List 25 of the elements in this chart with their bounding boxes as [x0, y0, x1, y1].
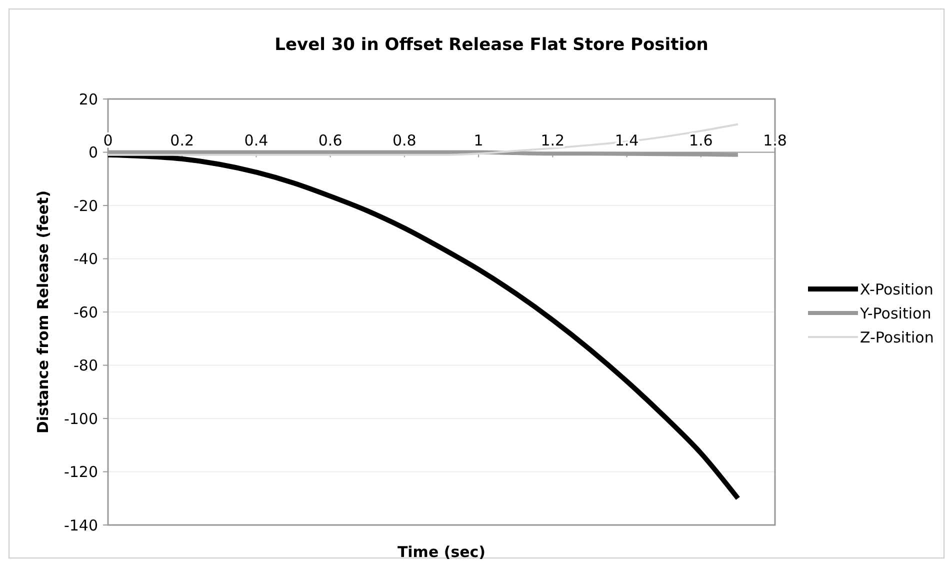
y-tick-label: 20 [78, 90, 98, 108]
x-tick-label: 1.4 [614, 131, 639, 150]
x-tick-label: 1.8 [763, 131, 787, 150]
x-axis-title: Time (sec) [397, 543, 486, 561]
y-tick-label: -40 [74, 250, 98, 268]
chart-title: Level 30 in Offset Release Flat Store Position [274, 35, 708, 55]
y-tick-label: 0 [88, 144, 98, 162]
x-tick-label: 1.6 [688, 131, 713, 150]
x-tick-label: 0 [103, 131, 113, 150]
x-tick-label: 1.2 [540, 131, 565, 150]
legend-label: X-Position [860, 280, 934, 298]
x-tick-label: 0.8 [392, 131, 416, 150]
y-tick-label: -80 [74, 356, 98, 374]
y-tick-label: -140 [64, 516, 98, 534]
y-tick-label: -60 [74, 303, 98, 322]
legend-label: Z-Position [860, 328, 934, 346]
legend-label: Y-Position [859, 304, 932, 322]
x-tick-label: 0.6 [318, 131, 342, 150]
y-tick-label: -120 [64, 463, 98, 481]
x-tick-label: 0.4 [244, 131, 268, 150]
x-tick-label: 1 [474, 131, 484, 150]
y-tick-label: -20 [74, 196, 98, 215]
x-tick-label: 0.2 [170, 131, 194, 150]
y-tick-label: -100 [64, 410, 98, 428]
y-axis-title: Distance from Release (feet) [34, 190, 52, 434]
